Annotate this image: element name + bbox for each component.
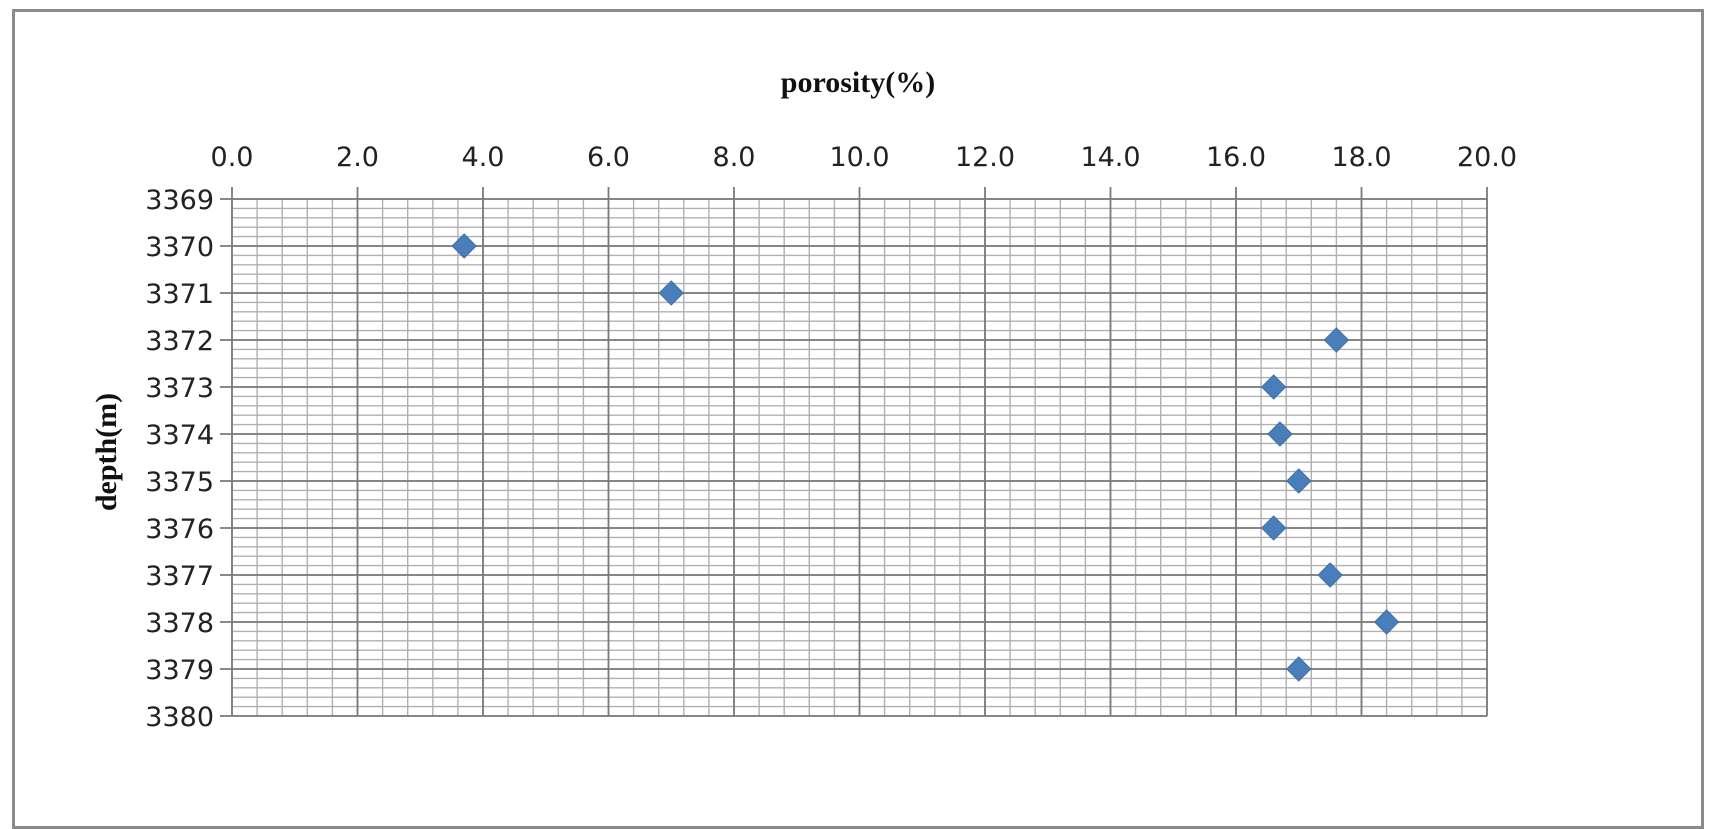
data-point-diamond-icon <box>1286 468 1312 494</box>
data-point-diamond-icon <box>1267 421 1293 447</box>
y-tick-label: 3378 <box>145 608 214 639</box>
y-tick-label: 3379 <box>145 655 214 686</box>
y-tick-label: 3371 <box>145 279 214 310</box>
y-tick-label: 3374 <box>145 420 214 451</box>
chart-frame <box>12 9 1704 829</box>
x-tick-label: 20.0 <box>1457 142 1517 173</box>
data-point-diamond-icon <box>1373 609 1400 635</box>
data-point-diamond-icon <box>1260 374 1287 400</box>
y-axis-tick-labels: 3369 3370 3371 3372 3373 3374 3375 3376 3377 3378… <box>145 185 214 733</box>
x-tick-label: 2.0 <box>336 142 379 173</box>
x-tick-label: 12.0 <box>955 142 1015 173</box>
y-tick-label: 3377 <box>145 561 214 592</box>
data-point-diamond-icon <box>1317 562 1343 588</box>
x-tick-label: 18.0 <box>1331 142 1391 173</box>
x-tick-label: 10.0 <box>829 142 889 173</box>
y-tick-label: 3372 <box>145 326 214 357</box>
data-points <box>451 233 1400 682</box>
y-axis-label: depth(m) <box>90 393 123 511</box>
data-point-diamond-icon <box>1323 327 1350 353</box>
x-tick-label: 8.0 <box>713 142 756 173</box>
y-tick-label: 3370 <box>145 232 214 263</box>
y-tick-label: 3375 <box>145 467 214 498</box>
data-point-diamond-icon <box>658 280 684 306</box>
data-point-diamond-icon <box>1286 656 1312 682</box>
major-gridlines <box>220 187 1488 717</box>
data-point-diamond-icon <box>451 233 477 259</box>
y-tick-label: 3376 <box>145 514 214 545</box>
porosity-depth-chart: porosity(%) depth(m) 0.0 2.0 4.0 6.0 8.0 10.0… <box>90 66 1518 733</box>
x-tick-label: 4.0 <box>462 142 505 173</box>
chart-title: porosity(%) <box>781 66 935 99</box>
x-tick-label: 6.0 <box>587 142 630 173</box>
x-tick-label: 0.0 <box>211 142 254 173</box>
y-tick-label: 3369 <box>145 185 214 216</box>
x-axis-tick-labels: 0.0 2.0 4.0 6.0 8.0 10.0 12.0 14.0 16.0 18.0 20.0 <box>211 142 1518 173</box>
data-point-diamond-icon <box>1260 515 1287 541</box>
x-tick-label: 14.0 <box>1080 142 1140 173</box>
y-tick-label: 3380 <box>145 702 214 733</box>
y-tick-label: 3373 <box>145 373 214 404</box>
x-tick-label: 16.0 <box>1206 142 1266 173</box>
